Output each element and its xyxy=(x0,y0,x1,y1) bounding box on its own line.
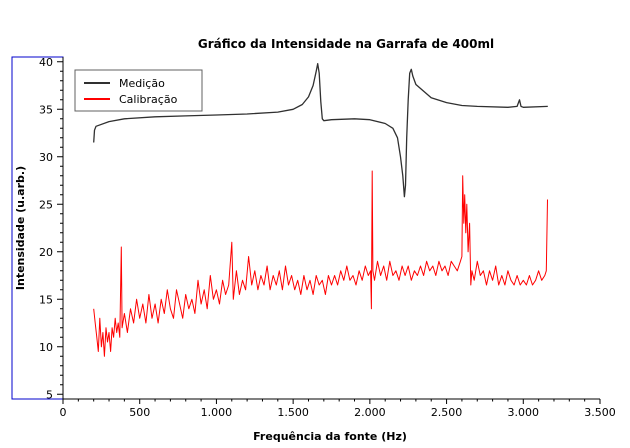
y-tick-label: 40 xyxy=(39,56,53,69)
y-tick-label: 30 xyxy=(39,151,53,164)
y-tick-label: 20 xyxy=(39,246,53,259)
x-tick-label: 0 xyxy=(60,406,67,419)
legend-label-medicao: Medição xyxy=(119,77,165,90)
chart-title: Gráfico da Intensidade na Garrafa de 400… xyxy=(198,37,494,51)
x-axis-ticks: 0 500 1.000 1.500 2.000 2.500 3.000 3.500 xyxy=(60,399,616,419)
x-tick-label: 1.500 xyxy=(277,406,309,419)
x-tick-label: 3.000 xyxy=(508,406,540,419)
x-tick-label: 3.500 xyxy=(584,406,616,419)
legend-label-calibracao: Calibração xyxy=(119,93,178,106)
y-tick-label: 35 xyxy=(39,103,53,116)
legend-box xyxy=(74,69,203,112)
x-tick-label: 2.500 xyxy=(431,406,463,419)
y-axis-label: Intensidade (u.arb.) xyxy=(14,166,27,290)
x-tick-label: 1.000 xyxy=(201,406,233,419)
y-tick-label: 25 xyxy=(39,198,53,211)
x-axis-label: Frequência da fonte (Hz) xyxy=(253,430,407,443)
y-tick-label: 10 xyxy=(39,341,53,354)
x-tick-label: 2.000 xyxy=(354,406,386,419)
y-tick-label: 5 xyxy=(46,388,53,401)
y-tick-label: 15 xyxy=(39,293,53,306)
series-line-medicao xyxy=(93,63,548,198)
series-line-calibracao xyxy=(93,170,548,357)
y-axis-ticks: 5 10 15 20 25 30 35 40 xyxy=(39,56,63,401)
series-group xyxy=(93,63,548,357)
legend: Medição Calibração xyxy=(74,69,203,112)
x-tick-label: 500 xyxy=(129,406,150,419)
